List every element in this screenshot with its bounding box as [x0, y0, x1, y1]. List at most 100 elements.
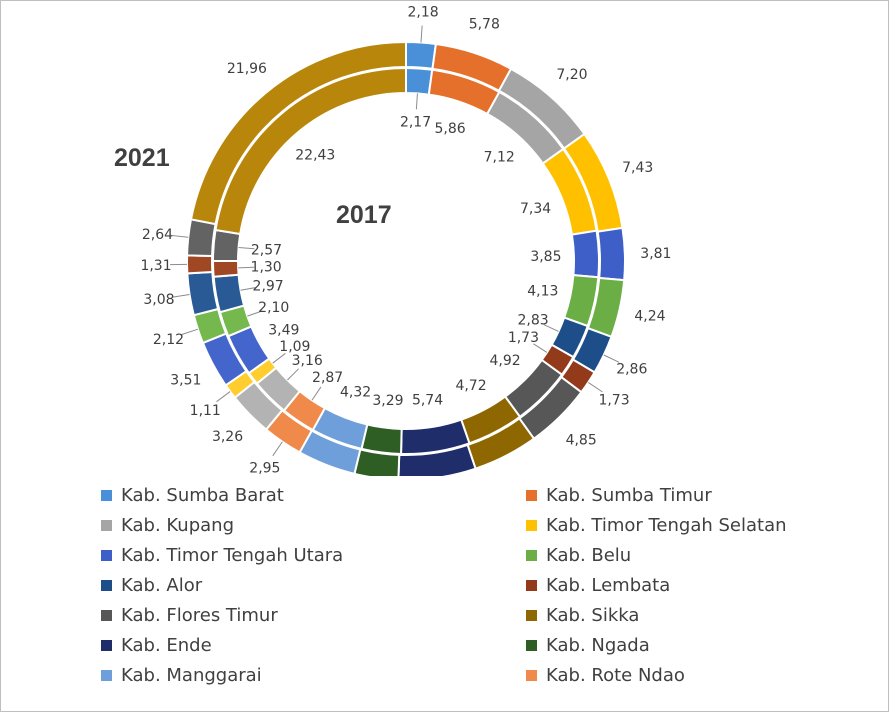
inner-data-label-3: 7,12 [484, 150, 515, 166]
legend-item: Kab. Lembata [526, 570, 861, 600]
legend-item: Kab. Timor Tengah Selatan [526, 510, 861, 540]
inner-data-label-7: 2,83 [518, 313, 549, 329]
inner-data-label-18: 2,10 [258, 300, 289, 316]
inner-data-label-8: 1,73 [508, 330, 539, 346]
doughnut-chart: 2,17 5,867,127,343,854,132,831,734,924,72… [114, 5, 671, 476]
legend-label: Kab. Sikka [546, 604, 640, 626]
outer-slice-20 [186, 254, 214, 275]
legend-item: Kab. Sumba Barat [101, 480, 526, 510]
inner-slice-5 [570, 229, 600, 279]
outer-data-label-3: 7,20 [556, 67, 587, 83]
legend-swatch [101, 549, 112, 561]
inner-data-label-9: 4,92 [489, 353, 520, 369]
legend-swatch [101, 519, 112, 531]
outer-slice-22 [189, 40, 407, 226]
inner-leader-line-19 [240, 286, 257, 291]
outer-data-label-6: 4,24 [634, 309, 665, 325]
outer-ring-label: 2021 [114, 144, 170, 172]
legend-swatch [101, 639, 112, 651]
outer-ring-2021 [186, 40, 626, 476]
legend-label: Kab. Timor Tengah Utara [121, 544, 344, 566]
inner-ring-label: 2017 [336, 201, 392, 229]
inner-leader-line-16 [272, 353, 286, 364]
legend-item: Kab. Sumba Timur [526, 480, 861, 510]
inner-slice-12 [360, 423, 403, 455]
legend-swatch [526, 639, 537, 651]
leader-lines [170, 25, 620, 457]
outer-data-label-5: 3,81 [640, 246, 671, 262]
outer-leader-line-7 [603, 354, 620, 363]
inner-data-label-13: 4,32 [340, 385, 371, 401]
outer-slice-19 [186, 270, 220, 317]
legend-item: Kab. Ende [101, 630, 526, 660]
outer-slice-21 [186, 218, 217, 258]
inner-data-label-14: 2,87 [312, 370, 343, 386]
legend-item: Kab. Manggarai [101, 660, 526, 690]
outer-data-label-1: 2,18 [408, 5, 439, 21]
legend-item: Kab. Kupang [101, 510, 526, 540]
legend-item: Kab. Flores Timur [101, 600, 526, 630]
legend-swatch [101, 669, 112, 681]
inner-leader-line-15 [287, 368, 300, 381]
inner-leader-line-20 [238, 266, 255, 269]
inner-data-label-6: 4,13 [527, 284, 558, 300]
outer-data-label-20: 1,31 [140, 258, 171, 274]
inner-leader-line-21 [238, 246, 255, 250]
legend-label: Kab. Ende [121, 634, 212, 656]
legend-label: Kab. Flores Timur [121, 604, 278, 626]
legend-swatch [526, 489, 537, 501]
inner-data-label-17: 3,49 [268, 322, 299, 338]
data-labels: 2,17 5,867,127,343,854,132,831,734,924,72… [140, 5, 671, 476]
outer-data-label-4: 7,43 [622, 160, 653, 176]
outer-leader-line-19 [172, 293, 190, 298]
inner-leader-line-7 [543, 324, 559, 332]
outer-leader-line-1 [420, 25, 423, 43]
outer-data-label-2: 5,78 [469, 17, 500, 33]
legend-label: Kab. Kupang [121, 514, 234, 536]
inner-leader-line-1 [415, 93, 418, 110]
legend-swatch [526, 519, 537, 531]
inner-data-label-15: 3,16 [292, 353, 323, 369]
inner-ring-2017 [211, 66, 600, 455]
outer-leader-line-8 [587, 382, 603, 393]
inner-data-label-12: 3,29 [372, 393, 403, 409]
outer-data-label-14: 2,95 [249, 460, 280, 476]
outer-leader-line-21 [171, 234, 189, 238]
legend-label: Kab. Timor Tengah Selatan [546, 514, 787, 536]
inner-slice-20 [211, 260, 240, 278]
legend-swatch [101, 489, 112, 501]
outer-data-label-22: 21,96 [227, 61, 267, 77]
legend-label: Kab. Sumba Timur [546, 484, 712, 506]
outer-data-label-9: 4,85 [566, 432, 597, 448]
legend-swatch [526, 609, 537, 621]
inner-data-label-21: 2,57 [251, 243, 282, 259]
legend-swatch [101, 609, 112, 621]
outer-slice-1 [405, 40, 438, 70]
inner-data-label-22: 22,43 [295, 147, 335, 163]
legend-item: Kab. Timor Tengah Utara [101, 540, 526, 570]
outer-data-label-16: 1,11 [190, 403, 221, 419]
legend-label: Kab. Ngada [546, 634, 650, 656]
legend-swatch [101, 579, 112, 591]
legend-label: Kab. Lembata [546, 574, 671, 596]
legend-item: Kab. Sikka [526, 600, 861, 630]
inner-slice-21 [211, 228, 242, 262]
outer-leader-line-18 [181, 328, 199, 335]
inner-data-label-20: 1,30 [251, 260, 282, 276]
legend-item: Kab. Rote Ndao [526, 660, 861, 690]
legend-swatch [526, 549, 537, 561]
legend-item: Kab. Alor [101, 570, 526, 600]
outer-data-label-7: 2,86 [616, 361, 647, 377]
legend-label: Kab. Belu [546, 544, 632, 566]
inner-leader-line-18 [247, 310, 263, 317]
inner-data-label-11: 5,74 [412, 392, 443, 408]
outer-data-label-17: 3,51 [170, 372, 201, 388]
outer-data-label-15: 3,26 [212, 429, 243, 445]
legend-item: Kab. Ngada [526, 630, 861, 660]
inner-data-label-10: 4,72 [455, 378, 486, 394]
outer-data-label-19: 3,08 [143, 292, 174, 308]
inner-data-label-4: 7,34 [520, 201, 551, 217]
inner-slice-1 [405, 66, 434, 96]
legend-label: Kab. Manggarai [121, 664, 262, 686]
legend-swatch [526, 579, 537, 591]
